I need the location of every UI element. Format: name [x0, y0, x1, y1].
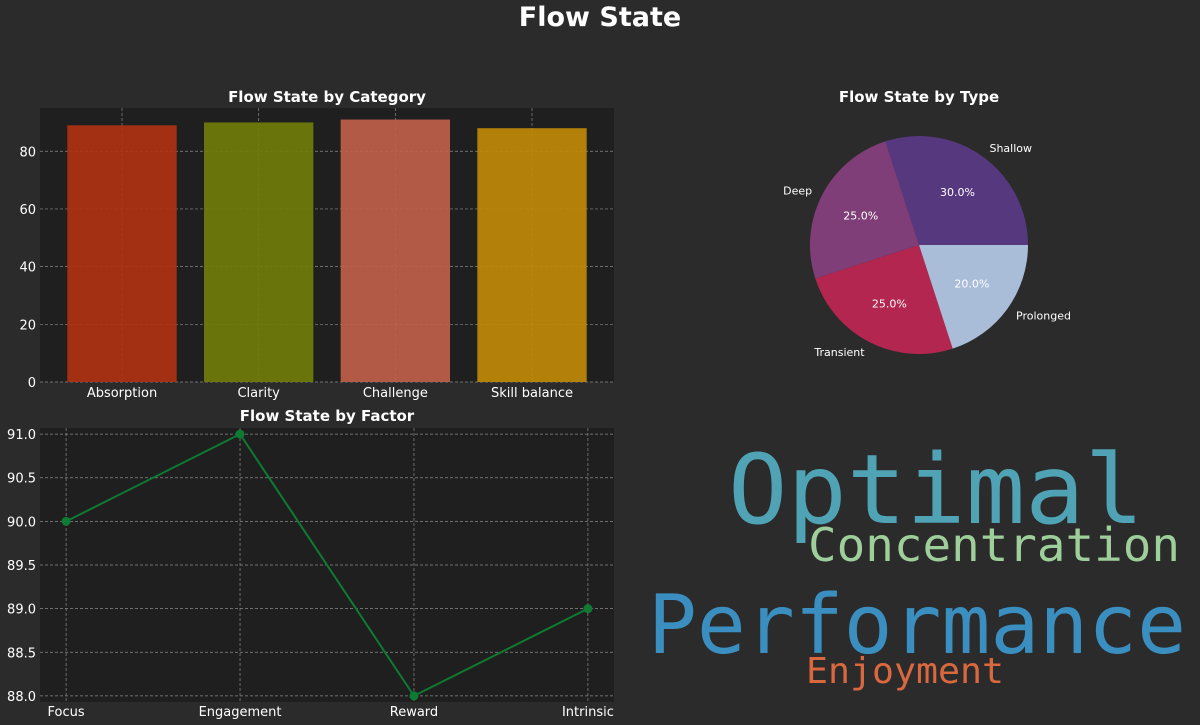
bar-y-tick-label: 80 [19, 145, 36, 160]
line-y-tick-label: 90.0 [7, 515, 36, 530]
line-y-tick-label: 88.5 [7, 646, 36, 661]
line-x-tick-label: Focus [48, 705, 85, 720]
bar-x-tick-label: Absorption [87, 386, 157, 401]
line-point [409, 691, 419, 701]
pie-category-label: Prolonged [1016, 309, 1071, 322]
line-y-tick-label: 89.5 [7, 559, 36, 574]
pie-slice [810, 141, 919, 279]
line-chart-title: Flow State by Factor [240, 407, 415, 425]
bar-x-tick-label: Skill balance [491, 386, 573, 401]
pie-slice [885, 135, 1028, 245]
bar [477, 128, 587, 382]
pie-percent-label: 25.0% [872, 297, 907, 310]
word-cloud: Optimal Concentration Performance Enjoym… [648, 434, 1186, 692]
pie-percent-label: 30.0% [940, 186, 975, 199]
line-chart: Flow State by Factor 88.0 88.5 89.0 89.5 90.… [7, 407, 614, 720]
pie-slice [919, 245, 1028, 349]
line-y-tick-label: 89.0 [7, 603, 36, 618]
pie-percent-label: 25.0% [843, 209, 878, 222]
line-y-tick-label: 91.0 [7, 428, 36, 443]
pie-category-label: Transient [813, 346, 865, 359]
line-x-tick-label: Intrinsic [562, 705, 614, 720]
line-x-tick-label: Reward [390, 705, 438, 720]
pie-category-label: Deep [783, 185, 812, 198]
pie-percent-label: 20.0% [954, 277, 989, 290]
bar-chart-title: Flow State by Category [228, 88, 426, 106]
bar-y-tick-label: 40 [19, 261, 36, 276]
pie-chart: Flow State by Type 30.0% Shallow 25.0% Deep… [783, 88, 1071, 359]
word-cloud-word: Concentration [808, 518, 1180, 572]
line-series [65, 432, 589, 698]
bar [204, 122, 314, 382]
bar-y-tick-label: 0 [28, 376, 36, 391]
line-y-tick-label: 88.0 [7, 690, 36, 705]
pie-category-label: Shallow [989, 142, 1032, 155]
line-point [583, 604, 593, 614]
bar-x-tick-label: Clarity [237, 386, 280, 401]
bar-chart: Flow State by Category 0 20 40 60 80 Absorpt… [19, 88, 614, 401]
word-cloud-word: Enjoyment [806, 651, 1004, 692]
pie-slice [815, 245, 953, 355]
bar-y-tick-label: 20 [19, 318, 36, 333]
pie-chart-title: Flow State by Type [839, 88, 999, 106]
word-cloud-word: Performance [648, 578, 1186, 673]
page-title: Flow State [518, 2, 682, 33]
bar-x-tick-label: Challenge [363, 386, 428, 401]
line-point [61, 516, 71, 526]
bar [340, 119, 450, 383]
bar-y-tick-label: 60 [19, 203, 36, 218]
bar [67, 125, 177, 382]
word-cloud-word: Optimal [728, 434, 1144, 546]
line-y-tick-label: 90.5 [7, 472, 36, 487]
line-x-tick-label: Engagement [199, 705, 282, 720]
line-point [235, 429, 245, 439]
